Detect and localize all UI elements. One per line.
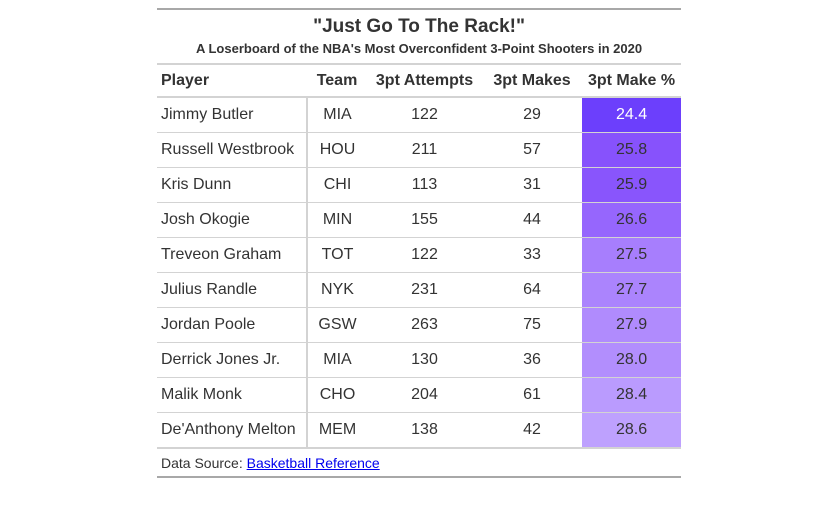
cell-team: GSW xyxy=(307,307,367,343)
cell-attempts: 231 xyxy=(367,272,482,308)
cell-player: Russell Westbrook xyxy=(157,132,308,168)
cell-makes: 61 xyxy=(482,377,582,413)
cell-team: NYK xyxy=(307,272,367,308)
cell-team: CHO xyxy=(307,377,367,413)
cell-attempts: 138 xyxy=(367,412,482,448)
cell-player: Treveon Graham xyxy=(157,237,308,273)
cell-attempts: 204 xyxy=(367,377,482,413)
loserboard-table-container: "Just Go To The Rack!" A Loserboard of t… xyxy=(157,8,682,478)
cell-player: Derrick Jones Jr. xyxy=(157,342,308,378)
table-row: Malik Monk CHO 204 61 28.4 xyxy=(157,377,682,413)
table-row: Jimmy Butler MIA 122 29 24.4 xyxy=(157,97,682,133)
column-header-team: Team xyxy=(307,64,367,98)
cell-makes: 75 xyxy=(482,307,582,343)
column-header-makes: 3pt Makes xyxy=(482,64,582,98)
table-source-note: Data Source: Basketball Reference xyxy=(157,447,682,478)
source-prefix: Data Source: xyxy=(161,455,247,471)
cell-makes: 31 xyxy=(482,167,582,203)
cell-attempts: 130 xyxy=(367,342,482,378)
cell-team: MEM xyxy=(307,412,367,448)
table-row: Derrick Jones Jr. MIA 130 36 28.0 xyxy=(157,342,682,378)
cell-make-pct: 27.7 xyxy=(582,272,682,308)
table-row: Julius Randle NYK 231 64 27.7 xyxy=(157,272,682,308)
cell-make-pct: 24.4 xyxy=(582,97,682,133)
cell-make-pct: 28.0 xyxy=(582,342,682,378)
cell-team: CHI xyxy=(307,167,367,203)
table-row: Josh Okogie MIN 155 44 26.6 xyxy=(157,202,682,238)
cell-attempts: 155 xyxy=(367,202,482,238)
table-row: Jordan Poole GSW 263 75 27.9 xyxy=(157,307,682,343)
table-row: Treveon Graham TOT 122 33 27.5 xyxy=(157,237,682,273)
cell-makes: 33 xyxy=(482,237,582,273)
cell-make-pct: 26.6 xyxy=(582,202,682,238)
cell-makes: 44 xyxy=(482,202,582,238)
cell-attempts: 263 xyxy=(367,307,482,343)
cell-makes: 42 xyxy=(482,412,582,448)
loserboard-table: "Just Go To The Rack!" A Loserboard of t… xyxy=(157,8,682,478)
cell-attempts: 211 xyxy=(367,132,482,168)
cell-makes: 29 xyxy=(523,106,541,123)
table-subtitle: A Loserboard of the NBA's Most Overconfi… xyxy=(157,38,682,65)
cell-attempts: 113 xyxy=(367,167,482,203)
cell-make-pct: 25.9 xyxy=(582,167,682,203)
cell-team: MIA xyxy=(307,342,367,378)
cell-player: Malik Monk xyxy=(157,377,308,413)
table-row: Russell Westbrook HOU 211 57 25.8 xyxy=(157,132,682,168)
cell-make-pct: 27.5 xyxy=(582,237,682,273)
cell-attempts: 122 xyxy=(411,106,438,123)
cell-makes: 64 xyxy=(482,272,582,308)
cell-make-pct: 28.4 xyxy=(582,377,682,413)
cell-team: HOU xyxy=(307,132,367,168)
table-title: "Just Go To The Rack!" xyxy=(157,8,682,38)
cell-player: Jordan Poole xyxy=(157,307,308,343)
cell-team: MIN xyxy=(307,202,367,238)
cell-team: MIA xyxy=(323,106,352,123)
table-row: Kris Dunn CHI 113 31 25.9 xyxy=(157,167,682,203)
table-row: De'Anthony Melton MEM 138 42 28.6 xyxy=(157,412,682,448)
cell-player: Josh Okogie xyxy=(157,202,308,238)
cell-player: Kris Dunn xyxy=(157,167,308,203)
column-header-make-pct: 3pt Make % xyxy=(582,64,682,98)
cell-player: De'Anthony Melton xyxy=(157,412,308,448)
table-body: Jimmy Butler MIA 122 29 24.4 Russell Wes… xyxy=(157,97,682,448)
cell-player: Julius Randle xyxy=(157,272,308,308)
cell-makes: 36 xyxy=(482,342,582,378)
cell-make-pct: 27.9 xyxy=(582,307,682,343)
cell-make-pct: 25.8 xyxy=(582,132,682,168)
cell-make-pct: 28.6 xyxy=(582,412,682,448)
cell-attempts: 122 xyxy=(367,237,482,273)
basketball-reference-link[interactable]: Basketball Reference xyxy=(246,455,380,471)
column-header-attempts: 3pt Attempts xyxy=(367,64,482,98)
cell-makes: 57 xyxy=(482,132,582,168)
cell-player: Jimmy Butler xyxy=(157,97,308,133)
column-header-player: Player xyxy=(157,64,307,98)
cell-team: TOT xyxy=(307,237,367,273)
